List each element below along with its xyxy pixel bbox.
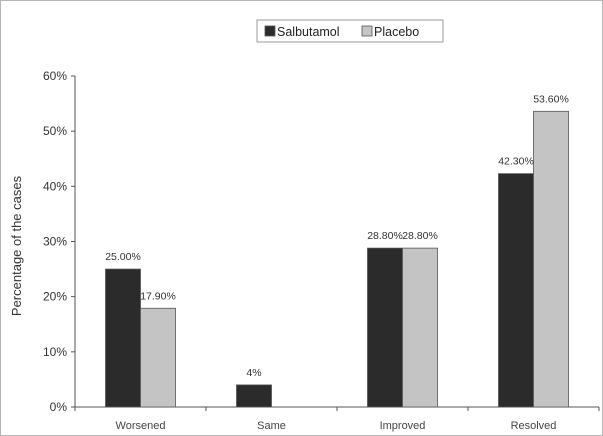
- data-label-placebo-worsened: 17.90%: [140, 290, 176, 302]
- data-label-salbutamol-resolved: 42.30%: [498, 156, 534, 168]
- y-tick-label: 50%: [43, 124, 67, 138]
- data-labels: 25.00% 17.90% 4% 28.80% 28.80% 42.30% 53.60%: [105, 93, 569, 379]
- bar-salbutamol-resolved: [498, 173, 534, 408]
- bar-salbutamol-worsened: [105, 268, 141, 408]
- y-tick-label: 40%: [43, 179, 67, 193]
- category-label-worsened: Worsened: [116, 420, 166, 432]
- legend-swatch-placebo: [361, 25, 373, 37]
- y-tick-label: 0%: [50, 400, 68, 414]
- y-tick-label: 20%: [43, 290, 67, 304]
- bar-placebo-improved: [402, 247, 438, 408]
- y-tick-label: 10%: [43, 345, 67, 359]
- legend-label-salbutamol: Salbutamol: [277, 25, 340, 39]
- y-tick-label: 60%: [43, 69, 67, 83]
- bar-salbutamol-same: [236, 384, 272, 408]
- legend-label-placebo: Placebo: [374, 25, 419, 39]
- legend-box: [256, 19, 444, 43]
- data-label-placebo-resolved: 53.60%: [533, 93, 569, 105]
- bar-salbutamol-improved: [367, 247, 403, 408]
- legend: Salbutamol Placebo: [256, 19, 444, 43]
- bars: [105, 110, 569, 408]
- category-labels: Worsened Same Improved Resolved: [116, 420, 557, 432]
- category-label-resolved: Resolved: [511, 420, 557, 432]
- y-axis-title: Percentage of the cases: [9, 175, 24, 316]
- bar-placebo-resolved: [533, 110, 569, 408]
- data-label-salbutamol-same: 4%: [246, 367, 261, 379]
- data-label-placebo-improved: 28.80%: [402, 230, 438, 242]
- data-label-salbutamol-improved: 28.80%: [367, 230, 403, 242]
- category-label-same: Same: [257, 420, 286, 432]
- y-tick-label: 30%: [43, 235, 67, 249]
- bar-placebo-worsened: [140, 307, 176, 408]
- legend-swatch-salbutamol: [264, 25, 276, 37]
- data-label-salbutamol-worsened: 25.00%: [105, 251, 141, 263]
- y-tick-labels: 0% 10% 20% 30% 40% 50% 60%: [43, 69, 67, 414]
- category-label-improved: Improved: [380, 420, 426, 432]
